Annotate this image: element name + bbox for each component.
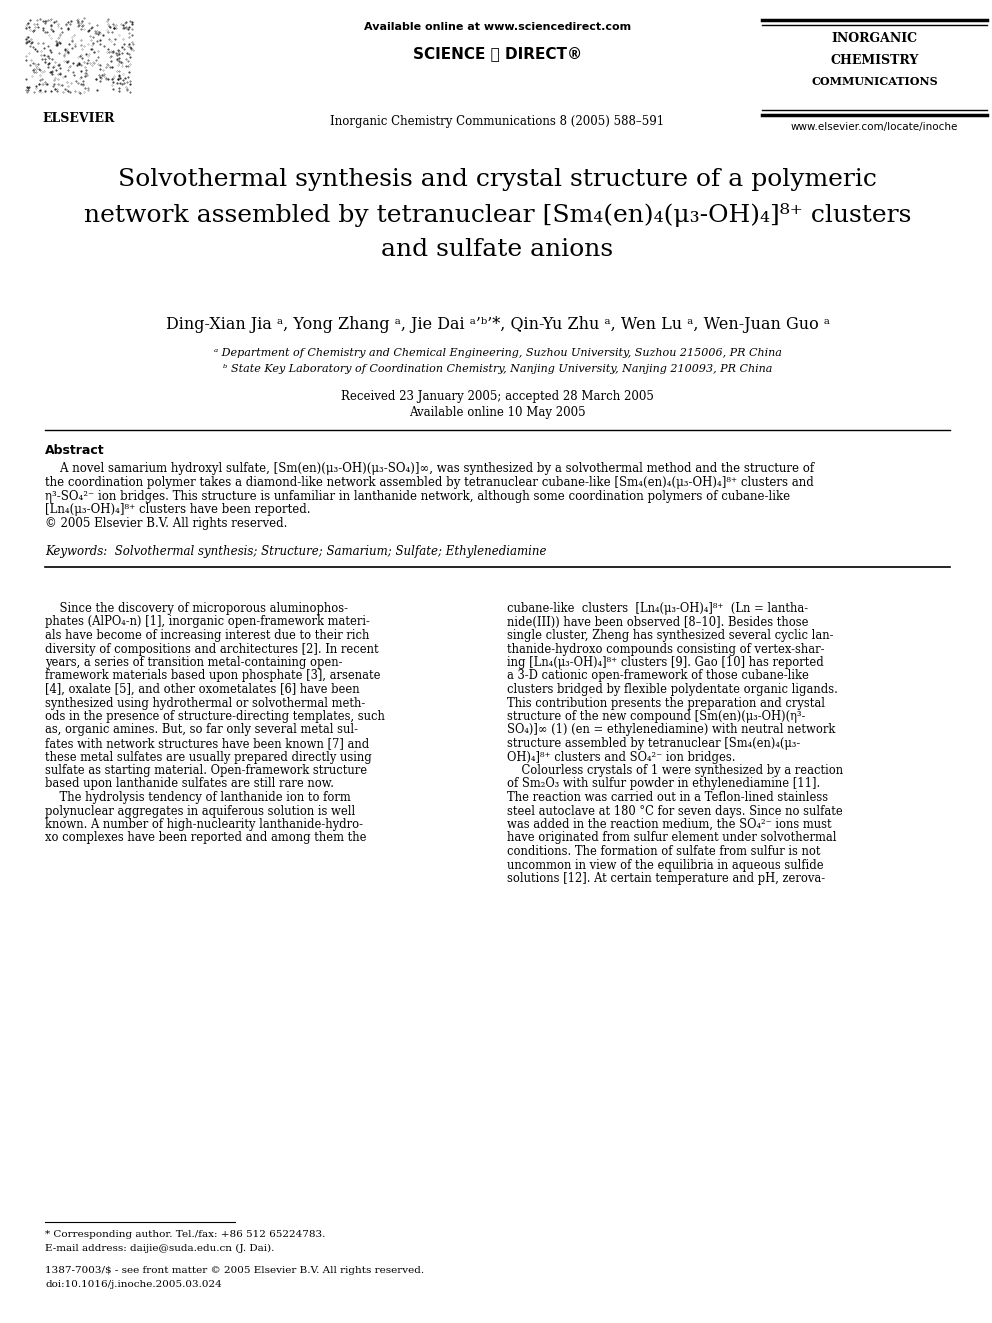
Text: A novel samarium hydroxyl sulfate, [Sm(en)(μ₃-OH)(μ₃-SO₄)]∞, was synthesized by : A novel samarium hydroxyl sulfate, [Sm(e… bbox=[45, 462, 814, 475]
Text: ᵇ State Key Laboratory of Coordination Chemistry, Nanjing University, Nanjing 21: ᵇ State Key Laboratory of Coordination C… bbox=[223, 364, 772, 374]
Text: single cluster, Zheng has synthesized several cyclic lan-: single cluster, Zheng has synthesized se… bbox=[507, 628, 833, 642]
Text: INORGANIC: INORGANIC bbox=[831, 32, 918, 45]
Text: ELSEVIER: ELSEVIER bbox=[43, 112, 115, 124]
Text: doi:10.1016/j.inoche.2005.03.024: doi:10.1016/j.inoche.2005.03.024 bbox=[45, 1279, 222, 1289]
Text: the coordination polymer takes a diamond-like network assembled by tetranuclear : the coordination polymer takes a diamond… bbox=[45, 476, 813, 488]
Text: ᵃ Department of Chemistry and Chemical Engineering, Suzhou University, Suzhou 21: ᵃ Department of Chemistry and Chemical E… bbox=[213, 348, 782, 359]
Text: nide(III)) have been observed [8–10]. Besides those: nide(III)) have been observed [8–10]. Be… bbox=[507, 615, 808, 628]
Text: This contribution presents the preparation and crystal: This contribution presents the preparati… bbox=[507, 696, 825, 709]
Text: conditions. The formation of sulfate from sulfur is not: conditions. The formation of sulfate fro… bbox=[507, 845, 820, 859]
Text: Keywords:  Solvothermal synthesis; Structure; Samarium; Sulfate; Ethylenediamine: Keywords: Solvothermal synthesis; Struct… bbox=[45, 545, 547, 558]
Text: based upon lanthanide sulfates are still rare now.: based upon lanthanide sulfates are still… bbox=[45, 778, 334, 791]
Text: these metal sulfates are usually prepared directly using: these metal sulfates are usually prepare… bbox=[45, 750, 372, 763]
Text: www.elsevier.com/locate/inoche: www.elsevier.com/locate/inoche bbox=[791, 122, 958, 132]
Text: * Corresponding author. Tel./fax: +86 512 65224783.: * Corresponding author. Tel./fax: +86 51… bbox=[45, 1230, 325, 1240]
Text: [Ln₄(μ₃-OH)₄]⁸⁺ clusters have been reported.: [Ln₄(μ₃-OH)₄]⁸⁺ clusters have been repor… bbox=[45, 503, 310, 516]
Text: Colourless crystals of 1 were synthesized by a reaction: Colourless crystals of 1 were synthesize… bbox=[507, 763, 843, 777]
Text: clusters bridged by flexible polydentate organic ligands.: clusters bridged by flexible polydentate… bbox=[507, 683, 838, 696]
Text: a 3-D cationic open-framework of those cubane-like: a 3-D cationic open-framework of those c… bbox=[507, 669, 808, 683]
Text: sulfate as starting material. Open-framework structure: sulfate as starting material. Open-frame… bbox=[45, 763, 367, 777]
Text: ing [Ln₄(μ₃-OH)₄]⁸⁺ clusters [9]. Gao [10] has reported: ing [Ln₄(μ₃-OH)₄]⁸⁺ clusters [9]. Gao [1… bbox=[507, 656, 823, 669]
Text: phates (AlPO₄-n) [1], inorganic open-framework materi-: phates (AlPO₄-n) [1], inorganic open-fra… bbox=[45, 615, 370, 628]
Text: Since the discovery of microporous aluminophos-: Since the discovery of microporous alumi… bbox=[45, 602, 348, 615]
Text: The reaction was carried out in a Teflon-lined stainless: The reaction was carried out in a Teflon… bbox=[507, 791, 828, 804]
Text: diversity of compositions and architectures [2]. In recent: diversity of compositions and architectu… bbox=[45, 643, 379, 655]
Text: xo complexes have been reported and among them the: xo complexes have been reported and amon… bbox=[45, 831, 366, 844]
Text: thanide-hydroxo compounds consisting of vertex-shar-: thanide-hydroxo compounds consisting of … bbox=[507, 643, 824, 655]
Text: was added in the reaction medium, the SO₄²⁻ ions must: was added in the reaction medium, the SO… bbox=[507, 818, 831, 831]
Text: fates with network structures have been known [7] and: fates with network structures have been … bbox=[45, 737, 369, 750]
Text: 1387-7003/$ - see front matter © 2005 Elsevier B.V. All rights reserved.: 1387-7003/$ - see front matter © 2005 El… bbox=[45, 1266, 425, 1275]
Text: uncommon in view of the equilibria in aqueous sulfide: uncommon in view of the equilibria in aq… bbox=[507, 859, 823, 872]
Text: Received 23 January 2005; accepted 28 March 2005: Received 23 January 2005; accepted 28 Ma… bbox=[341, 390, 654, 404]
Text: Solvothermal synthesis and crystal structure of a polymeric: Solvothermal synthesis and crystal struc… bbox=[118, 168, 877, 191]
Text: ods in the presence of structure-directing templates, such: ods in the presence of structure-directi… bbox=[45, 710, 385, 722]
Text: Inorganic Chemistry Communications 8 (2005) 588–591: Inorganic Chemistry Communications 8 (20… bbox=[330, 115, 665, 128]
Text: as, organic amines. But, so far only several metal sul-: as, organic amines. But, so far only sev… bbox=[45, 724, 358, 737]
Text: The hydrolysis tendency of lanthanide ion to form: The hydrolysis tendency of lanthanide io… bbox=[45, 791, 351, 804]
Text: η³-SO₄²⁻ ion bridges. This structure is unfamiliar in lanthanide network, althou: η³-SO₄²⁻ ion bridges. This structure is … bbox=[45, 490, 790, 503]
Text: Available online 10 May 2005: Available online 10 May 2005 bbox=[409, 406, 586, 419]
Text: © 2005 Elsevier B.V. All rights reserved.: © 2005 Elsevier B.V. All rights reserved… bbox=[45, 517, 288, 531]
Text: [4], oxalate [5], and other oxometalates [6] have been: [4], oxalate [5], and other oxometalates… bbox=[45, 683, 360, 696]
Text: Ding-Xian Jia ᵃ, Yong Zhang ᵃ, Jie Dai ᵃ’ᵇ’*, Qin-Yu Zhu ᵃ, Wen Lu ᵃ, Wen-Juan G: Ding-Xian Jia ᵃ, Yong Zhang ᵃ, Jie Dai ᵃ… bbox=[166, 316, 829, 333]
Text: als have become of increasing interest due to their rich: als have become of increasing interest d… bbox=[45, 628, 369, 642]
Text: synthesized using hydrothermal or solvothermal meth-: synthesized using hydrothermal or solvot… bbox=[45, 696, 365, 709]
Text: steel autoclave at 180 °C for seven days. Since no sulfate: steel autoclave at 180 °C for seven days… bbox=[507, 804, 843, 818]
Text: SCIENCE ⓓ DIRECT®: SCIENCE ⓓ DIRECT® bbox=[413, 46, 582, 61]
Text: structure of the new compound [Sm(en)(μ₃-OH)(η³-: structure of the new compound [Sm(en)(μ₃… bbox=[507, 710, 806, 722]
Text: of Sm₂O₃ with sulfur powder in ethylenediamine [11].: of Sm₂O₃ with sulfur powder in ethylened… bbox=[507, 778, 820, 791]
Text: structure assembled by tetranuclear [Sm₄(en)₄(μ₃-: structure assembled by tetranuclear [Sm₄… bbox=[507, 737, 801, 750]
Text: CHEMISTRY: CHEMISTRY bbox=[830, 54, 919, 67]
Text: SO₄)]∞ (1) (en = ethylenediamine) with neutral network: SO₄)]∞ (1) (en = ethylenediamine) with n… bbox=[507, 724, 835, 737]
Text: framework materials based upon phosphate [3], arsenate: framework materials based upon phosphate… bbox=[45, 669, 381, 683]
Text: known. A number of high-nuclearity lanthanide-hydro-: known. A number of high-nuclearity lanth… bbox=[45, 818, 363, 831]
Text: OH)₄]⁸⁺ clusters and SO₄²⁻ ion bridges.: OH)₄]⁸⁺ clusters and SO₄²⁻ ion bridges. bbox=[507, 750, 735, 763]
Text: have originated from sulfur element under solvothermal: have originated from sulfur element unde… bbox=[507, 831, 836, 844]
Text: Abstract: Abstract bbox=[45, 445, 104, 456]
Text: Available online at www.sciencedirect.com: Available online at www.sciencedirect.co… bbox=[364, 22, 631, 32]
Text: and sulfate anions: and sulfate anions bbox=[382, 238, 614, 261]
Text: solutions [12]. At certain temperature and pH, zerova-: solutions [12]. At certain temperature a… bbox=[507, 872, 825, 885]
Text: E-mail address: daijie@suda.edu.cn (J. Dai).: E-mail address: daijie@suda.edu.cn (J. D… bbox=[45, 1244, 275, 1253]
Text: network assembled by tetranuclear [Sm₄(en)₄(μ₃-OH)₄]⁸⁺ clusters: network assembled by tetranuclear [Sm₄(e… bbox=[83, 202, 912, 228]
Text: cubane-like  clusters  [Ln₄(μ₃-OH)₄]⁸⁺  (Ln = lantha-: cubane-like clusters [Ln₄(μ₃-OH)₄]⁸⁺ (Ln… bbox=[507, 602, 808, 615]
Text: polynuclear aggregates in aquiferous solution is well: polynuclear aggregates in aquiferous sol… bbox=[45, 804, 355, 818]
Text: COMMUNICATIONS: COMMUNICATIONS bbox=[811, 75, 937, 87]
Text: years, a series of transition metal-containing open-: years, a series of transition metal-cont… bbox=[45, 656, 342, 669]
